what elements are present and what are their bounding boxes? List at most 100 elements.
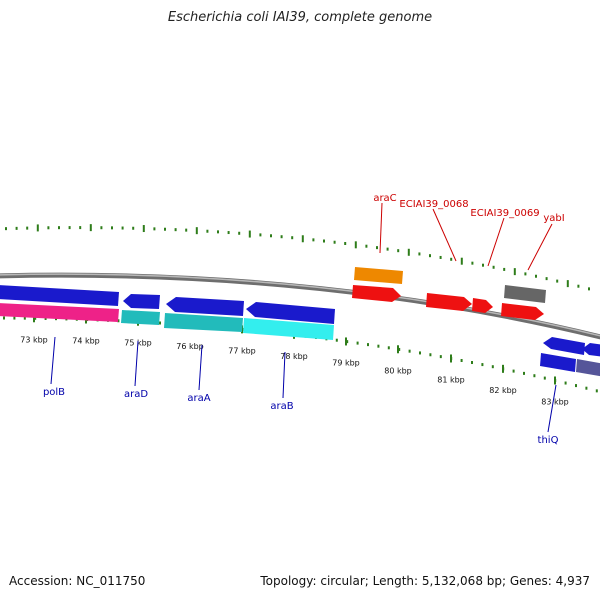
gene-yabI-arrow[interactable] (501, 303, 544, 320)
outer-major-tick (89, 224, 92, 232)
inner-minor-tick (44, 316, 47, 320)
kbp-tick-label: 76 kbp (176, 342, 204, 351)
inner-minor-tick (34, 316, 37, 320)
label-ECIAI39_0068[interactable]: ECIAI39_0068 (399, 199, 468, 210)
label-ECIAI39_0069[interactable]: ECIAI39_0069 (470, 208, 539, 219)
outer-minor-tick (227, 231, 230, 235)
polB-callout-line (50, 336, 56, 385)
araB-callout-line (282, 351, 286, 399)
inner-minor-tick (23, 316, 26, 320)
inner-minor-tick (481, 363, 484, 367)
outer-minor-tick (482, 263, 484, 267)
inner-minor-tick (512, 369, 515, 373)
kbp-tick-label: 80 kbp (384, 366, 412, 375)
inner-minor-tick (335, 338, 338, 342)
outer-minor-tick (588, 287, 590, 291)
outer-minor-tick (79, 226, 82, 230)
inner-major-tick (345, 337, 347, 346)
gene-polB-arrow[interactable] (0, 285, 119, 306)
outer-major-tick (301, 235, 304, 243)
kbp-tick-label: 73 kbp (20, 335, 48, 344)
outer-major-tick (195, 227, 198, 235)
label-araB[interactable]: araB (270, 401, 293, 412)
outer-minor-tick (376, 246, 378, 250)
cds-araB-bar[interactable] (243, 318, 334, 340)
outer-minor-tick (174, 228, 177, 232)
inner-minor-tick (595, 389, 598, 393)
gene-araC-bar[interactable] (354, 267, 403, 284)
accession-text: Accession: NC_011750 (9, 574, 146, 588)
inner-minor-tick (460, 358, 463, 362)
label-araC[interactable]: araC (373, 193, 396, 204)
outer-minor-tick (535, 274, 537, 278)
gene-ECIAI39_0068-arrow[interactable] (426, 293, 472, 311)
outer-minor-tick (577, 284, 580, 288)
blue-callouts (50, 336, 557, 433)
genome-summary-text: Topology: circular; Length: 5,132,068 bp… (260, 574, 590, 588)
outer-major-tick (248, 230, 251, 238)
outer-minor-tick (132, 226, 135, 230)
araD-callout-line (134, 340, 139, 387)
outer-minor-tick (164, 227, 166, 231)
cds-next-bar[interactable] (576, 359, 600, 377)
outer-minor-tick (58, 226, 60, 230)
outer-minor-tick (153, 227, 156, 231)
inner-minor-tick (367, 343, 369, 347)
cds-polB-bar[interactable] (0, 303, 119, 322)
label-araA[interactable]: araA (187, 393, 210, 404)
outer-minor-tick (291, 236, 294, 240)
outer-major-tick (142, 225, 145, 233)
gene-next-arrow[interactable] (582, 343, 600, 357)
inner-minor-tick (408, 349, 411, 353)
inner-major-tick (397, 345, 399, 354)
cds-araA-bar[interactable] (164, 313, 243, 332)
label-yabI[interactable]: yabI (543, 213, 564, 224)
outer-minor-tick (206, 229, 209, 233)
gene-araB-arrow[interactable] (246, 302, 335, 324)
map-title: Escherichia coli IAI39, complete genome (167, 10, 433, 25)
gene-small-arrow[interactable] (472, 298, 493, 313)
ECIAI39_0069-callout-line (487, 217, 505, 267)
inner-major-tick (33, 314, 35, 323)
outer-major-tick (36, 224, 39, 232)
inner-major-tick (502, 364, 504, 373)
outer-minor-tick (312, 238, 315, 242)
outer-minor-tick (280, 235, 283, 239)
gene-ECIAI39_0069-bar[interactable] (504, 285, 546, 303)
outer-major-tick (460, 257, 463, 265)
cds-thiQ-bar[interactable] (540, 353, 576, 372)
outer-minor-tick (365, 244, 368, 248)
outer-minor-tick (386, 247, 389, 251)
red-callouts (379, 202, 553, 271)
outer-minor-tick (15, 226, 18, 230)
inner-minor-tick (419, 351, 421, 355)
outer-tick-ruler (5, 224, 590, 291)
inner-minor-tick (242, 327, 245, 331)
outer-minor-tick (68, 226, 71, 230)
inner-minor-tick (439, 355, 442, 359)
kbp-tick-label: 74 kbp (72, 336, 100, 345)
inner-minor-tick (575, 384, 577, 388)
inner-minor-tick (533, 374, 536, 378)
gene-araD-arrow[interactable] (123, 294, 160, 309)
gene-araC-cds-arrow[interactable] (352, 285, 401, 302)
outer-minor-tick (323, 239, 325, 243)
kbp-tick-label: 79 kbp (332, 358, 360, 367)
label-polB[interactable]: polB (43, 387, 65, 398)
outer-minor-tick (418, 252, 421, 256)
outer-minor-tick (503, 267, 506, 271)
inner-minor-tick (159, 321, 161, 325)
gene-thiQ-arrow[interactable] (543, 337, 585, 355)
genome-backbone-highlight (0, 273, 600, 337)
gene-araA-arrow[interactable] (166, 297, 244, 316)
inner-minor-tick (523, 371, 525, 375)
cds-araD-bar[interactable] (121, 310, 160, 325)
label-araD[interactable]: araD (124, 389, 148, 400)
inner-major-tick (450, 354, 452, 363)
inner-minor-tick (564, 381, 567, 385)
araA-callout-line (198, 344, 203, 391)
label-thiQ[interactable]: thiQ (538, 435, 559, 446)
inner-minor-tick (429, 353, 432, 357)
outer-major-tick (407, 248, 410, 256)
